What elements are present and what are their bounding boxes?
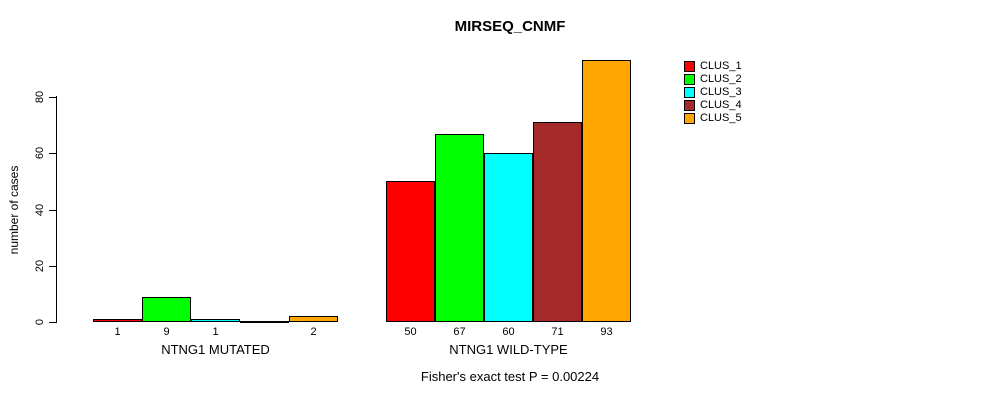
y-tick xyxy=(49,322,56,323)
bar-count-label: 67 xyxy=(453,326,466,338)
legend-swatch-icon xyxy=(684,74,695,85)
legend-item: CLUS_4 xyxy=(684,99,742,112)
legend-swatch-icon xyxy=(684,61,695,72)
bar-clus_5 xyxy=(582,60,631,322)
bar-count-label: 1 xyxy=(114,326,121,338)
legend-swatch-icon xyxy=(684,113,695,124)
x-group-label: NTNG1 MUTATED xyxy=(161,342,270,357)
fisher-test-caption: Fisher's exact test P = 0.00224 xyxy=(420,369,600,384)
legend-item: CLUS_2 xyxy=(684,73,742,86)
legend-item: CLUS_5 xyxy=(684,112,742,125)
y-axis-label: number of cases xyxy=(7,165,21,255)
y-tick xyxy=(49,265,56,267)
bar-count-label: 9 xyxy=(163,326,170,338)
y-tick-label: 80 xyxy=(34,90,46,104)
bar-clus_3 xyxy=(484,153,533,322)
y-tick xyxy=(49,97,56,98)
legend-label: CLUS_2 xyxy=(700,73,742,85)
y-tick xyxy=(49,153,56,155)
bar-count-label: 60 xyxy=(502,326,515,338)
legend-label: CLUS_1 xyxy=(700,60,742,72)
bar-clus_4 xyxy=(533,122,582,322)
bar-count-label: 1 xyxy=(212,326,219,338)
bar-clus_1 xyxy=(93,319,142,322)
y-tick-label: 20 xyxy=(34,259,46,272)
bar-clus_2 xyxy=(142,297,191,322)
legend-item: CLUS_1 xyxy=(684,60,742,73)
y-tick-label: 60 xyxy=(34,147,46,160)
legend-item: CLUS_3 xyxy=(684,86,742,99)
bar-clus_4-zero xyxy=(240,321,289,323)
legend-swatch-icon xyxy=(684,87,695,98)
y-tick xyxy=(49,209,56,211)
bar-clus_5 xyxy=(289,316,338,322)
bar-count-label: 71 xyxy=(551,326,564,338)
legend-label: CLUS_3 xyxy=(700,86,742,98)
legend-label: CLUS_5 xyxy=(700,112,742,124)
chart-title: MIRSEQ_CNMF xyxy=(454,18,566,35)
bar-clus_2 xyxy=(435,134,484,322)
y-tick-label: 0 xyxy=(34,318,46,326)
y-axis-line xyxy=(56,96,57,323)
x-group-label: NTNG1 WILD-TYPE xyxy=(449,342,568,357)
bar-clus_1 xyxy=(386,181,435,322)
bar-count-label: 93 xyxy=(600,326,613,338)
y-tick-label: 40 xyxy=(34,203,46,216)
bar-count-label: 50 xyxy=(404,326,417,338)
legend-label: CLUS_4 xyxy=(700,99,742,111)
bar-count-label: 2 xyxy=(310,326,317,338)
legend-swatch-icon xyxy=(684,100,695,111)
bar-clus_3 xyxy=(191,319,240,322)
legend: CLUS_1 CLUS_2 CLUS_3 CLUS_4 CLUS_5 xyxy=(684,60,742,125)
